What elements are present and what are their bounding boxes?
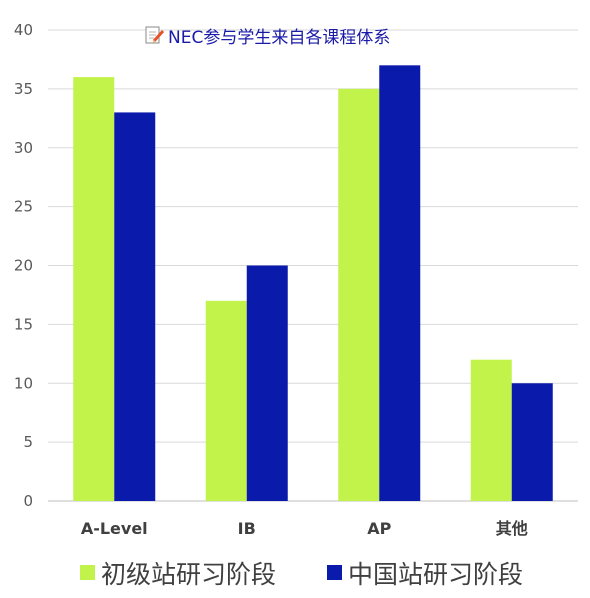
memo-pencil-icon (145, 26, 165, 44)
y-tick-label: 25 (14, 198, 33, 216)
y-tick-label: 20 (14, 257, 33, 275)
x-category-label: AP (367, 519, 391, 538)
bar-2-1 (114, 112, 156, 502)
bar-1-4 (470, 359, 512, 501)
x-category-label: 其他 (496, 519, 528, 538)
y-tick-label: 30 (14, 139, 33, 157)
y-tick-label: 5 (23, 433, 33, 451)
y-tick-label: 0 (23, 492, 33, 510)
bars (73, 65, 553, 502)
y-tick-label: 15 (14, 315, 33, 333)
y-axis-tick-labels: 0 5 10 15 20 25 30 35 40 (14, 21, 33, 510)
bar-2-4 (511, 383, 553, 501)
bar-1-3 (338, 88, 380, 501)
y-tick-label: 35 (14, 80, 33, 98)
bar-2-3 (379, 65, 421, 501)
y-tick-label: 10 (14, 374, 33, 392)
bar-2-2 (246, 265, 288, 501)
chart-title-group: NEC参与学生来自各课程体系 (145, 26, 390, 48)
legend-label: 初级站研习阶段 (101, 560, 276, 589)
legend-swatch (327, 565, 342, 580)
legend-label: 中国站研习阶段 (348, 560, 523, 589)
x-category-label: IB (238, 519, 256, 538)
legend-swatch (80, 565, 95, 580)
x-category-label: A-Level (81, 519, 148, 538)
y-tick-label: 40 (14, 21, 33, 39)
bar-1-2 (205, 300, 247, 501)
legend: 初级站研习阶段 中国站研习阶段 (80, 560, 523, 589)
chart-title: NEC参与学生来自各课程体系 (168, 28, 390, 48)
bar-1-1 (73, 77, 115, 501)
x-axis-category-labels: A-Level IB AP 其他 (81, 519, 528, 538)
